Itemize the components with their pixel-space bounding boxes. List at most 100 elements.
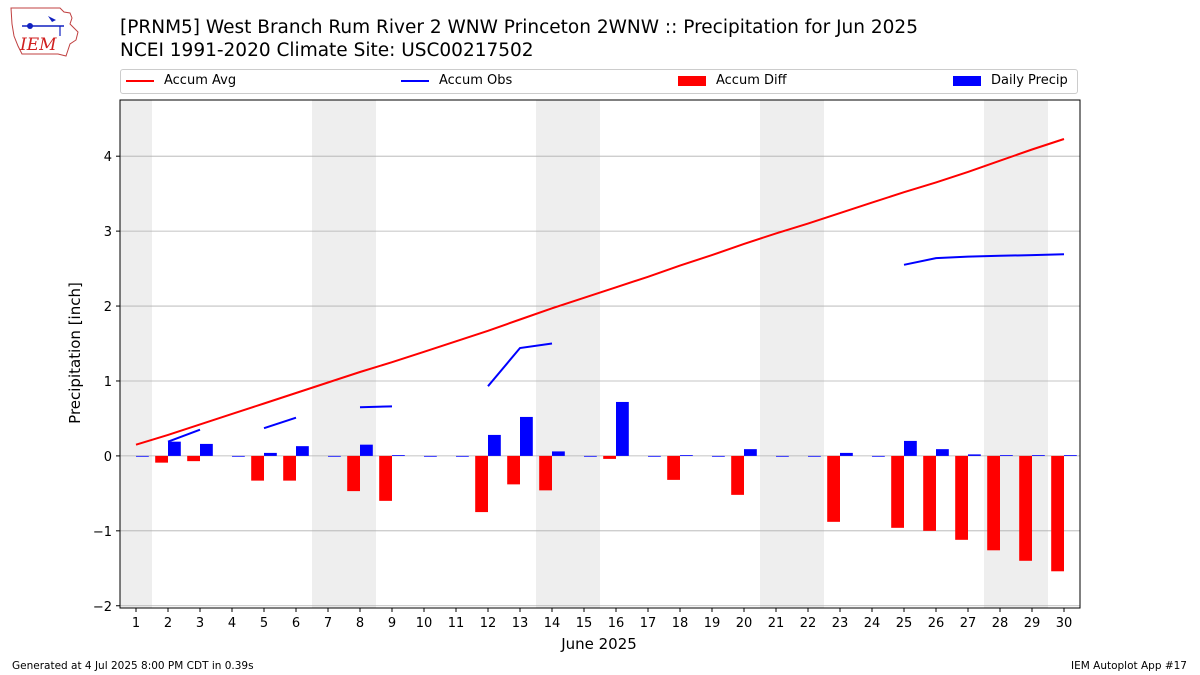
- iem-logo: IEM: [8, 6, 82, 62]
- daily-precip-bar-day-12: [488, 434, 501, 456]
- legend-swatch-accum-obs: [401, 79, 429, 82]
- x-tick-label: 29: [1024, 616, 1041, 631]
- legend-label-accum-avg: Accum Avg: [164, 73, 237, 88]
- x-tick-label: 24: [864, 616, 881, 631]
- daily-precip-bar-day-5: [264, 452, 277, 456]
- daily-precip-bar-day-10: [424, 455, 437, 457]
- daily-precip-bar-day-22: [808, 455, 821, 457]
- x-tick-label: 16: [608, 616, 625, 631]
- lines-layer: [135, 138, 1065, 446]
- weekend-shade-day-7: [312, 100, 344, 608]
- legend-item-daily-precip: Daily Precip: [953, 73, 1068, 88]
- legend-swatch-accum-avg: [126, 79, 154, 82]
- plot-frame: [119, 99, 1081, 609]
- x-tick-label: 5: [260, 616, 268, 631]
- chart-subtitle: NCEI 1991-2020 Climate Site: USC00217502: [120, 40, 534, 61]
- svg-text:IEM: IEM: [19, 35, 57, 55]
- weekend-shade-day-14: [536, 100, 568, 608]
- x-tick-label: 1: [132, 616, 140, 631]
- accum-obs-line-segment-1: [263, 416, 297, 430]
- x-tick-label: 23: [832, 616, 849, 631]
- daily-precip-bar-day-15: [584, 455, 597, 457]
- legend-label-accum-diff: Accum Diff: [716, 73, 787, 88]
- y-tick-label: 1: [104, 375, 112, 390]
- legend-item-accum-avg: Accum Avg: [126, 73, 236, 88]
- accum-diff-bar-day-29: [1019, 455, 1032, 561]
- accum-diff-bar-day-9: [379, 455, 392, 501]
- footer-app-text: IEM Autoplot App #17: [1071, 660, 1187, 672]
- x-tick-label: 22: [800, 616, 817, 631]
- weekend-shading: [120, 100, 1048, 608]
- x-tick-label: 27: [960, 616, 977, 631]
- daily-precip-bar-day-1: [136, 455, 149, 457]
- x-tick-label: 14: [544, 616, 561, 631]
- accum-diff-bar-day-16: [603, 455, 616, 459]
- daily-precip-bar-day-30: [1064, 455, 1077, 456]
- x-tick-label: 17: [640, 616, 657, 631]
- daily-precip-bar-day-3: [200, 443, 213, 456]
- x-tick-label: 11: [448, 616, 465, 631]
- bars-layer: [136, 401, 1077, 572]
- daily-precip-bar-day-9: [392, 455, 405, 456]
- accum-obs-line-segment-3: [487, 342, 553, 387]
- x-tick-label: 6: [292, 616, 300, 631]
- accum-diff-bar-day-18: [667, 455, 680, 480]
- x-tick-label: 21: [768, 616, 785, 631]
- x-tick-label: 30: [1056, 616, 1073, 631]
- legend-item-accum-diff: Accum Diff: [678, 73, 787, 88]
- daily-precip-bar-day-24: [872, 455, 885, 457]
- x-tick-label: 26: [928, 616, 945, 631]
- daily-precip-bar-day-16: [616, 401, 629, 456]
- daily-precip-bar-day-6: [296, 446, 309, 456]
- daily-precip-bar-day-17: [648, 455, 661, 457]
- daily-precip-bar-day-8: [360, 444, 373, 456]
- legend-label-daily-precip: Daily Precip: [991, 73, 1068, 88]
- daily-precip-bar-day-19: [712, 455, 725, 457]
- y-tick-label: −1: [93, 525, 112, 540]
- daily-precip-bar-day-18: [680, 455, 693, 456]
- accum-diff-bar-day-25: [891, 455, 904, 528]
- daily-precip-bar-day-23: [840, 452, 853, 456]
- accum-diff-bar-day-27: [955, 455, 968, 540]
- daily-precip-bar-day-27: [968, 454, 981, 456]
- y-tick-label: 4: [104, 150, 112, 165]
- y-gridlines: [120, 155, 1080, 607]
- daily-precip-bar-day-2: [168, 441, 181, 456]
- accum-diff-bar-day-3: [187, 455, 200, 462]
- daily-precip-bar-day-25: [904, 440, 917, 456]
- daily-precip-bar-day-26: [936, 449, 949, 456]
- weekend-shade-day-21: [760, 100, 792, 608]
- x-tick-label: 12: [480, 616, 497, 631]
- legend-label-accum-obs: Accum Obs: [439, 73, 513, 88]
- y-tick-label: 0: [104, 450, 112, 465]
- x-tick-label: 10: [416, 616, 433, 631]
- x-tick-label: 3: [196, 616, 204, 631]
- accum-diff-bar-day-23: [827, 455, 840, 522]
- accum-diff-bar-day-20: [731, 455, 744, 495]
- x-tick-label: 15: [576, 616, 593, 631]
- x-tick-label: 9: [388, 616, 396, 631]
- daily-precip-bar-day-7: [328, 455, 341, 457]
- daily-precip-bar-day-14: [552, 451, 565, 456]
- accum-diff-bar-day-12: [475, 455, 488, 513]
- daily-precip-bar-day-4: [232, 455, 245, 457]
- weekend-shade-day-1: [120, 100, 152, 608]
- x-tick-label: 13: [512, 616, 529, 631]
- chart-legend: Accum Avg Accum Obs Accum Diff Daily Pre…: [120, 69, 1078, 94]
- weekend-shade-day-22: [792, 100, 824, 608]
- x-tick-label: 7: [324, 616, 332, 631]
- daily-precip-bar-day-11: [456, 455, 469, 457]
- x-tick-label: 2: [164, 616, 172, 631]
- accum-diff-bar-day-30: [1051, 455, 1064, 572]
- y-axis-label: Precipitation [inch]: [66, 282, 84, 424]
- accum-diff-bar-day-5: [251, 455, 264, 481]
- accum-diff-bar-day-13: [507, 455, 520, 485]
- x-tick-label: 25: [896, 616, 913, 631]
- y-tick-label: 2: [104, 300, 112, 315]
- weekend-shade-day-8: [344, 100, 376, 608]
- accum-diff-bar-day-6: [283, 455, 296, 481]
- x-tick-label: 18: [672, 616, 689, 631]
- x-tick-label: 4: [228, 616, 236, 631]
- legend-swatch-daily-precip: [953, 75, 981, 86]
